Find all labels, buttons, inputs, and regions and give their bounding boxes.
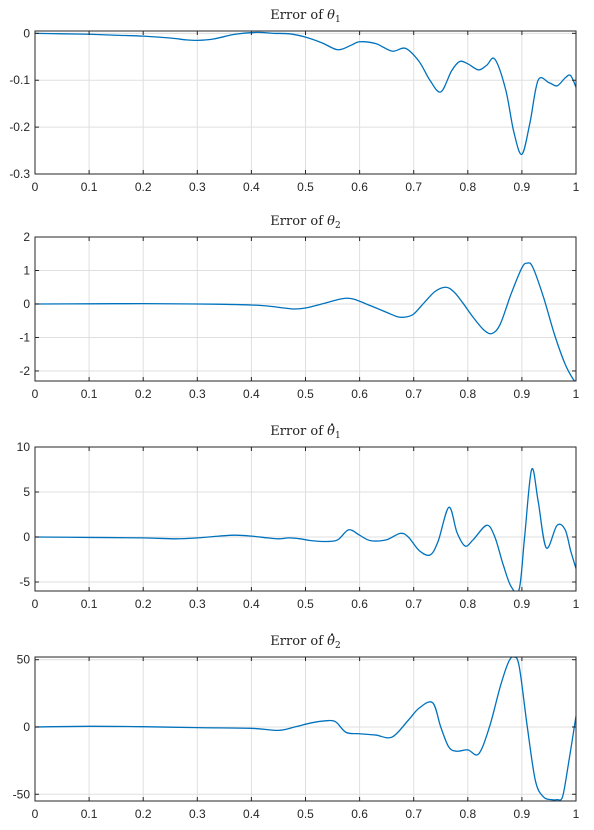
x-tick-label: 0.6 [351,387,368,401]
x-tick-label: 0.9 [514,180,531,194]
subplot-2: 0 0.1 0.2 0.3 0.4 0.5 0.6 0.7 0.8 0.9 1-2-1012Erro… [19,214,579,401]
title-prefix: Error of [270,424,327,439]
y-tick-label: 5 [23,485,30,499]
x-tick-label: 0.6 [351,807,368,821]
x-tick-label: 0 [32,807,39,821]
series-line-1 [35,467,576,591]
x-tick-label: 0.3 [189,807,206,821]
subplot-1: 0 0.1 0.2 0.3 0.4 0.5 0.6 0.7 0.8 0.9 1 -0.3 -0.2 -0.… [9,8,579,194]
x-tick-label: 0.4 [243,387,260,401]
x-tick-label: 0.7 [405,180,422,194]
x-tick-label: 0.2 [135,180,152,194]
x-tick-label: 0.1 [81,597,98,611]
title-symbol: θ [327,8,335,23]
panel-title: Error of θ2 [270,634,340,651]
x-tick-label: 1 [573,387,580,401]
y-tick-label: -2 [19,364,30,378]
series-line-1 [35,657,576,801]
x-tick-label: 1 [573,180,580,194]
subplot-stack: 0 0.1 0.2 0.3 0.4 0.5 0.6 0.7 0.8 0.9 1 -0.3 -0.2 -0.… [9,8,579,821]
x-tick-label: 0.7 [405,387,422,401]
title-subscript: 2 [335,221,341,231]
title-symbol: θ [327,634,335,649]
x-tick-label: 0.6 [351,597,368,611]
y-tick-label: -0.3 [9,167,30,181]
y-tick-label: 0 [23,297,30,311]
title-prefix: Error of [270,634,327,649]
y-tick-label: -0.2 [9,120,30,134]
x-tick-label: 0.5 [297,597,314,611]
subplot-3: 0 0.1 0.2 0.3 0.4 0.5 0.6 0.7 0.8 0.9 1-50510Error… [17,423,580,611]
x-tick-label: 0.8 [459,387,476,401]
panel-title: Error of θ1 [270,8,340,25]
title-subscript: 1 [335,15,341,25]
y-tick-label: 0 [23,530,30,544]
x-tick-label: 0 [32,597,39,611]
x-tick-label: 0.2 [135,597,152,611]
x-tick-label: 0.9 [514,807,531,821]
x-tick-label: 0.4 [243,180,260,194]
y-tick-label: -5 [19,575,30,589]
y-tick-label: -50 [13,787,31,801]
panel-title: Error of θ2 [270,214,340,231]
title-subscript: 2 [335,641,341,651]
x-tick-label: 0.5 [297,807,314,821]
title-symbol: θ [327,214,335,229]
y-tick-label: 10 [17,440,31,454]
y-tick-label: -0.1 [9,73,30,87]
y-tick-label: 1 [23,263,30,277]
x-tick-label: 0.2 [135,387,152,401]
y-tick-label: 0 [23,720,30,734]
panel-title: Error of θ1 [270,424,340,441]
x-tick-label: 0.1 [81,387,98,401]
x-tick-label: 0.2 [135,807,152,821]
x-tick-label: 0.1 [81,180,98,194]
y-tick-label: 0 [23,26,30,40]
series-line-1 [35,262,576,381]
subplot-4: 0 0.1 0.2 0.3 0.4 0.5 0.6 0.7 0.8 0.9 1-50050Error… [13,633,580,821]
x-tick-label: 0.4 [243,807,260,821]
x-tick-label: 0.9 [514,387,531,401]
title-subscript: 1 [335,431,341,441]
y-tick-label: 50 [17,653,31,667]
title-dot-accent [331,423,334,426]
x-tick-label: 0 [32,387,39,401]
x-tick-label: 0.8 [459,807,476,821]
x-tick-label: 0.6 [351,180,368,194]
x-tick-label: 0 [32,180,39,194]
x-tick-label: 0.7 [405,807,422,821]
x-tick-label: 0.8 [459,597,476,611]
x-tick-label: 1 [573,807,580,821]
x-tick-label: 0.8 [459,180,476,194]
y-tick-label: -1 [19,330,30,344]
x-tick-label: 0.3 [189,387,206,401]
x-tick-label: 0.3 [189,180,206,194]
y-tick-label: 2 [23,230,30,244]
title-prefix: Error of [270,214,327,229]
x-tick-label: 0.4 [243,597,260,611]
title-dot-accent [331,633,334,636]
x-tick-label: 0.9 [514,597,531,611]
series-line-1 [35,31,576,155]
x-tick-label: 0.5 [297,180,314,194]
title-prefix: Error of [270,8,327,23]
x-tick-label: 1 [573,597,580,611]
title-symbol: θ [327,424,335,439]
x-tick-label: 0.5 [297,387,314,401]
x-tick-label: 0.3 [189,597,206,611]
x-tick-label: 0.1 [81,807,98,821]
x-tick-label: 0.7 [405,597,422,611]
